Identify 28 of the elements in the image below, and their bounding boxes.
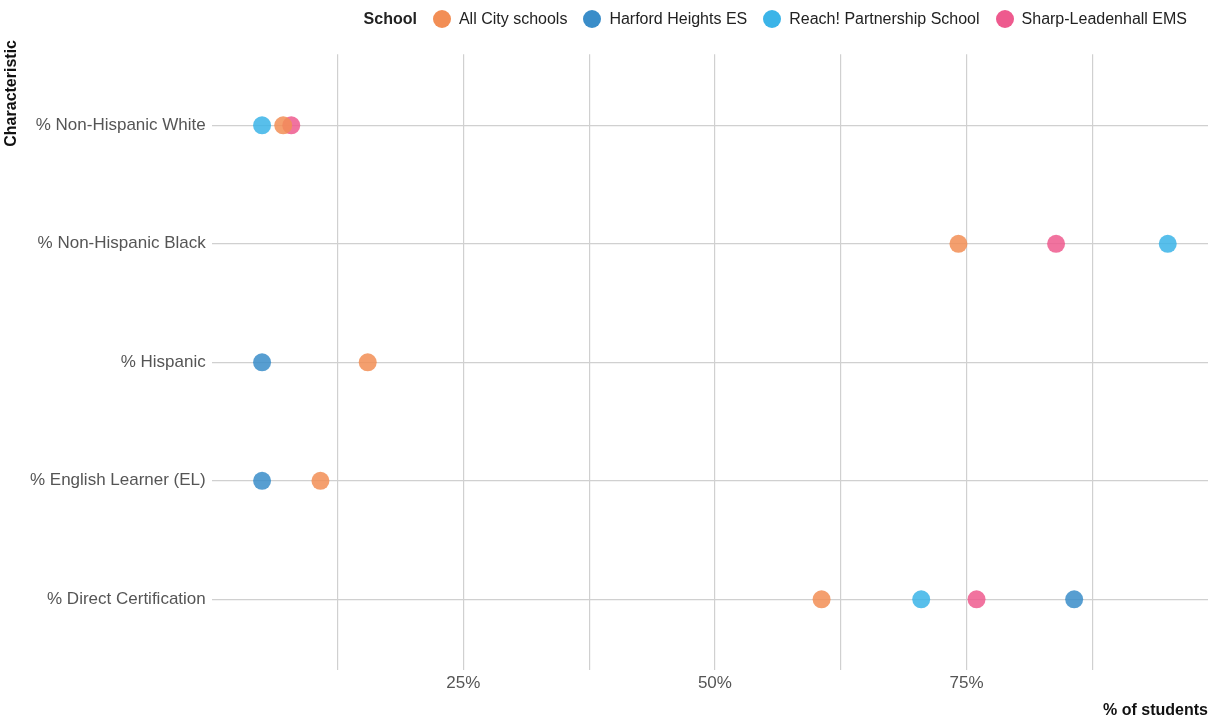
point (358, 353, 377, 372)
x-tick-label: 25% (446, 673, 481, 693)
point (812, 590, 831, 609)
y-tick-label: % Non-Hispanic White (35, 114, 206, 134)
point (1158, 234, 1177, 253)
point (967, 590, 986, 609)
y-axis-title: Characteristic (2, 40, 20, 147)
point (253, 471, 272, 490)
point (311, 471, 330, 490)
point (253, 116, 272, 135)
y-tick-label: % Direct Certification (47, 588, 206, 608)
legend-label: Reach! Partnership School (789, 10, 980, 28)
x-tick-label: 50% (697, 673, 732, 693)
point (1065, 590, 1084, 609)
y-tick-label: % Hispanic (120, 351, 207, 371)
x-tick-label: 75% (949, 673, 984, 693)
y-tick-label: % Non-Hispanic Black (37, 233, 207, 253)
legend-label: Sharp-Leadenhall EMS (1021, 10, 1187, 28)
point (274, 116, 293, 135)
point (949, 234, 968, 253)
legend-title: School (363, 10, 417, 28)
legend-label: Harford Heights ES (609, 10, 748, 28)
x-axis-title: % of students (1103, 700, 1209, 718)
point (912, 590, 931, 609)
y-tick-label: % English Learner (EL) (29, 470, 206, 490)
point (253, 353, 272, 372)
point (1047, 234, 1066, 253)
legend-label: All City schools (458, 10, 568, 28)
